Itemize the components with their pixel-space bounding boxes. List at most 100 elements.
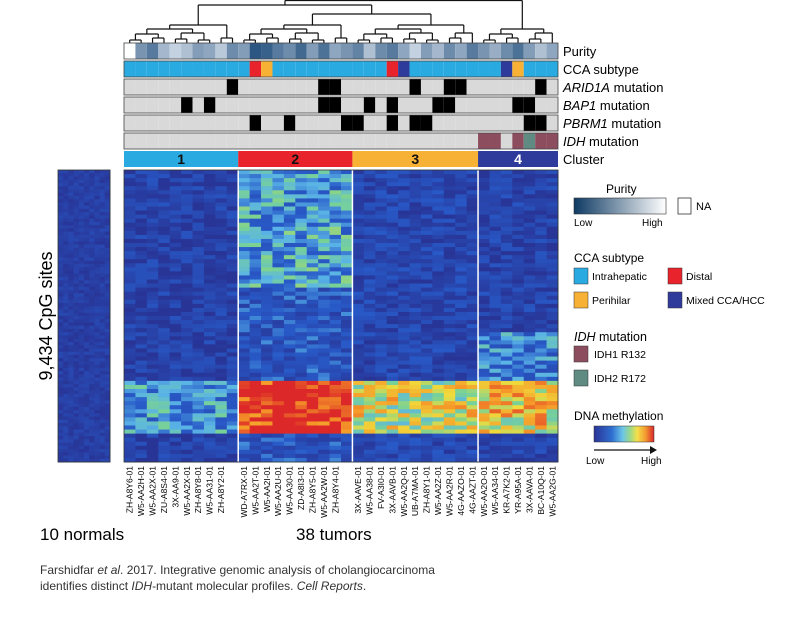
heatmap-cell xyxy=(455,421,468,426)
arid1a-cell xyxy=(283,79,296,95)
heatmap-cell xyxy=(489,372,502,378)
heatmap-cell xyxy=(306,307,319,313)
heatmap-cell xyxy=(546,380,559,386)
heatmap-cell xyxy=(432,376,445,382)
heatmap-cell xyxy=(466,457,479,463)
normals-cell xyxy=(63,257,69,262)
heatmap-cell xyxy=(523,210,536,216)
heatmap-cell xyxy=(261,324,273,329)
sample-id-labels: ZH-A8Y6-01 W5-AA2H-01 W5-AA2X-01 ZU-A8S4-01… xyxy=(125,466,558,518)
heatmap-cell xyxy=(432,230,445,236)
heatmap-cell xyxy=(135,433,148,439)
heatmap-cell xyxy=(318,372,330,378)
heatmap-cell xyxy=(169,283,182,289)
heatmap-cell xyxy=(420,230,433,236)
heatmap-cell xyxy=(318,206,330,211)
heatmap-cell xyxy=(181,299,193,305)
normals-cell xyxy=(73,367,80,372)
heatmap-cell xyxy=(203,218,216,224)
heatmap-cell xyxy=(500,320,513,325)
normals-cell xyxy=(68,238,74,242)
sample-id: W5-AA2O-01 xyxy=(479,466,489,517)
normals-cell xyxy=(104,439,111,443)
heatmap-cell xyxy=(272,425,285,430)
heatmap-cell xyxy=(409,332,422,337)
heatmap-cell xyxy=(146,234,159,240)
normals-cell xyxy=(73,238,80,242)
heatmap-cell xyxy=(272,368,285,374)
heatmap-cell xyxy=(261,372,273,378)
heatmap-cell xyxy=(420,409,433,414)
heatmap-cell xyxy=(272,311,285,317)
heatmap-cell xyxy=(203,445,216,451)
heatmap-cell xyxy=(306,413,319,418)
heatmap-cell xyxy=(306,271,319,276)
heatmap-cell xyxy=(238,271,251,276)
heatmap-cell xyxy=(420,247,433,252)
normals-cell xyxy=(94,416,100,421)
normals-cell xyxy=(68,455,74,460)
normals-cell xyxy=(58,299,64,304)
heatmap-cell xyxy=(306,178,319,183)
heatmap-cell xyxy=(420,401,433,406)
heatmap-cell xyxy=(203,368,216,374)
normals-cell xyxy=(84,231,90,236)
normals-cell xyxy=(94,322,100,327)
heatmap-cell xyxy=(146,437,159,443)
heatmap-cell xyxy=(363,445,376,451)
heatmap-cell xyxy=(535,364,547,370)
heatmap-cell xyxy=(386,336,399,341)
heatmap-cell xyxy=(329,234,342,240)
heatmap-cell xyxy=(249,401,262,406)
heatmap-cell xyxy=(318,194,330,199)
heatmap-cell xyxy=(226,182,239,187)
heatmap-cell xyxy=(455,453,468,459)
normals-cell xyxy=(84,354,90,359)
heatmap-cell xyxy=(146,263,159,268)
normals-cell xyxy=(58,325,64,330)
heatmap-cell xyxy=(512,218,525,224)
heatmap-cell xyxy=(535,259,547,264)
normals-cell xyxy=(84,176,90,181)
normals-cell xyxy=(104,189,111,194)
normals-cell xyxy=(89,218,95,223)
heatmap-cell xyxy=(272,328,285,333)
bap1-cell xyxy=(398,97,410,113)
normals-cell xyxy=(78,390,85,395)
heatmap-cell xyxy=(523,409,536,414)
caption-journal: Cell Reports xyxy=(296,579,363,593)
heatmap-cell xyxy=(329,376,342,382)
normals-cell xyxy=(63,306,69,310)
cca-subtype-cell xyxy=(329,61,341,77)
bap1-cell xyxy=(146,97,159,113)
heatmap-cell xyxy=(272,178,285,183)
heatmap-cell xyxy=(386,372,399,378)
normals-cell xyxy=(78,186,85,190)
heatmap-cell xyxy=(523,295,536,301)
heatmap-cell xyxy=(535,271,547,276)
heatmap-cell xyxy=(283,328,296,333)
heatmap-cell xyxy=(181,376,193,382)
heatmap-cell xyxy=(512,263,525,268)
sample-id: W5-AA31-01 xyxy=(205,466,215,515)
heatmap-cell xyxy=(146,247,159,252)
normals-cell xyxy=(73,455,80,460)
heatmap-cell xyxy=(409,275,422,280)
normals-cell xyxy=(94,179,100,184)
heatmap-cell xyxy=(135,397,148,402)
normals-cell xyxy=(73,413,80,417)
normals-cell xyxy=(94,361,100,366)
normals-cell xyxy=(89,212,95,216)
sample-id: W5-AA2G-01 xyxy=(547,466,557,517)
normals-cell xyxy=(63,296,69,301)
normals-cell xyxy=(78,351,85,356)
track-label-cca: CCA subtype xyxy=(563,62,639,77)
normals-cell xyxy=(68,387,74,392)
normals-cell xyxy=(78,260,85,265)
heatmap-cell xyxy=(375,449,388,455)
heatmap-cell xyxy=(535,299,547,305)
heatmap-cell xyxy=(272,433,285,439)
heatmap-cell xyxy=(306,190,319,195)
heatmap-cell xyxy=(352,417,365,422)
heatmap-cell xyxy=(124,429,136,435)
